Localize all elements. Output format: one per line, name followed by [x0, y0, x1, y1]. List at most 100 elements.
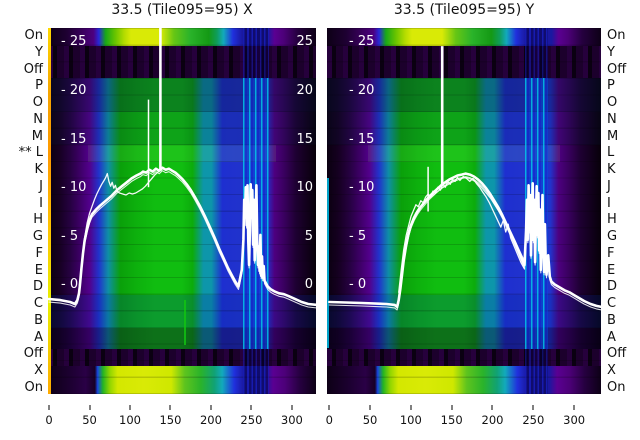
row-label: I	[39, 195, 43, 211]
rfi-stripes	[525, 28, 548, 78]
y-tick-label-edge: 20	[296, 82, 313, 98]
plot-y-title: 33.5 (Tile095=95) Y	[393, 2, 535, 18]
y-tick-label: - 10	[349, 180, 375, 196]
row-label: P	[35, 78, 43, 94]
y-tick-label: - 0	[61, 277, 79, 292]
row-label: K	[34, 162, 43, 177]
row-label: On	[607, 379, 626, 395]
row-label: H	[607, 212, 617, 228]
x-tick-mark	[369, 405, 371, 410]
y-tick-label-edge: 15	[296, 131, 313, 147]
rfi-stripes	[525, 349, 548, 394]
x-tick-label: 100	[119, 413, 141, 427]
x-tick-mark	[573, 405, 575, 410]
cyan-edge-line	[327, 178, 329, 348]
heatmap-panel-y: - 25 - 20 - 15 - 10 - 5 - 0	[327, 28, 601, 394]
x-tick-label: 200	[199, 413, 222, 427]
row-label: C	[33, 296, 43, 311]
x-axis-right: 0 50 100 150 200 250 300	[326, 394, 601, 430]
y-tick-label: - 25	[61, 33, 87, 49]
row-label: Off	[23, 346, 43, 362]
row-label: F	[607, 245, 615, 261]
row-label: D	[607, 279, 618, 295]
x-tick-label: 50	[362, 413, 378, 427]
x-tick-label: 200	[481, 413, 504, 427]
row-label: On	[24, 28, 43, 43]
row-label: Off	[607, 61, 627, 77]
row-label: M	[607, 128, 619, 144]
x-tick-mark	[169, 405, 171, 410]
heatmap-panel-x: - 25 - 20 - 15 - 10 - 5 - 0 25 20 15 10 …	[48, 28, 316, 394]
row-label: C	[607, 296, 617, 311]
x-tick-label: 250	[522, 413, 545, 427]
row-label: Y	[35, 44, 43, 60]
beam-profile-overlay-x	[48, 28, 316, 309]
x-tick-mark	[48, 405, 50, 410]
x-tick-label: 250	[240, 413, 263, 427]
row-label: Off	[607, 346, 627, 362]
heatmap-band-on-bottom	[327, 366, 601, 394]
x-tick-mark	[532, 405, 534, 410]
row-labels-left: On Y Off P O N M ** L K J I H G F E D C …	[0, 28, 43, 395]
y-tick-label: - 5	[349, 228, 367, 244]
x-tick-label: 150	[440, 413, 463, 427]
left-edge-column	[48, 28, 51, 394]
x-tick-mark	[410, 405, 412, 410]
row-labels-right: On Y Off P O N M L K J I H G F E D C B A…	[607, 28, 640, 395]
row-label: E	[607, 262, 616, 278]
y-tick-label-edge: 25	[296, 33, 313, 49]
row-label: Y	[607, 44, 615, 60]
y-tick-label: - 15	[61, 131, 87, 147]
y-tick-label: - 0	[349, 277, 367, 292]
row-label: F	[35, 245, 43, 261]
y-tick-label-edge: 5	[304, 228, 313, 244]
row-label: O	[32, 95, 43, 110]
x-axis-left: 0 50 100 150 200 250 300	[45, 394, 316, 430]
row-label: J	[39, 178, 43, 194]
row-label: Off	[23, 61, 43, 77]
heatmap-band-off-top	[48, 46, 316, 78]
y-tick-label: - 5	[61, 228, 79, 244]
x-tick-mark	[291, 405, 293, 410]
row-label: X	[607, 363, 616, 378]
row-label: D	[32, 279, 43, 295]
x-tick-mark	[491, 405, 493, 410]
x-tick-mark	[250, 405, 252, 410]
row-label: P	[607, 78, 615, 94]
row-label: A	[34, 329, 43, 345]
row-label-starred: ** L	[18, 145, 43, 161]
row-label: O	[607, 95, 618, 110]
x-tick-label: 300	[563, 413, 586, 427]
x-tick-label: 0	[45, 413, 53, 427]
row-label: N	[607, 111, 617, 127]
y-tick-label: - 20	[61, 82, 87, 98]
rfi-stripes	[243, 349, 269, 394]
plot-x-title: 33.5 (Tile095=95) X	[111, 2, 253, 18]
row-label: N	[33, 111, 43, 127]
x-tick-mark	[89, 405, 91, 410]
beam-profile-overlay-y	[327, 46, 601, 311]
x-tick-label: 150	[159, 413, 182, 427]
row-label: M	[31, 128, 43, 144]
rfi-stripes	[243, 28, 269, 78]
x-tick-label: 50	[82, 413, 97, 427]
x-tick-mark	[210, 405, 212, 410]
x-tick-mark	[129, 405, 131, 410]
row-label: H	[33, 212, 43, 228]
y-tick-label-edge: 10	[296, 180, 313, 196]
y-tick-label: - 20	[349, 82, 375, 98]
x-tick-label: 100	[399, 413, 422, 427]
y-tick-label-edge: 0	[304, 277, 313, 292]
row-label: K	[607, 162, 616, 177]
row-label: A	[607, 329, 616, 345]
row-label: B	[34, 312, 43, 328]
row-label: L	[607, 145, 615, 161]
row-label: On	[607, 28, 626, 43]
row-label: X	[34, 363, 43, 378]
heatmap-band-off-top	[327, 46, 601, 78]
y-tick-label: - 25	[349, 33, 375, 49]
y-tick-label: - 15	[349, 131, 375, 147]
row-label: J	[607, 178, 611, 194]
row-label: G	[32, 229, 43, 244]
